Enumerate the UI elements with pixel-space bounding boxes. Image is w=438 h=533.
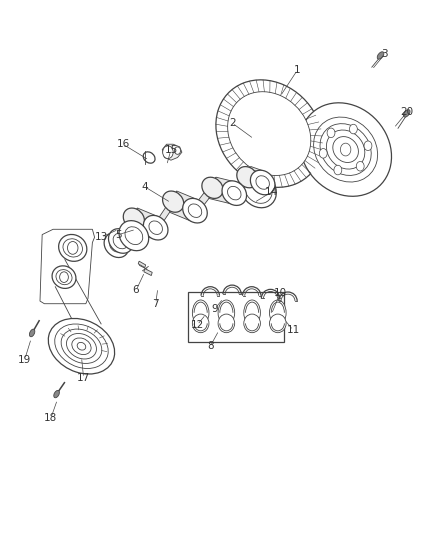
Ellipse shape xyxy=(162,191,184,212)
Text: 15: 15 xyxy=(164,144,177,155)
Polygon shape xyxy=(244,166,266,193)
Ellipse shape xyxy=(113,233,128,249)
Text: 1: 1 xyxy=(294,65,301,75)
Ellipse shape xyxy=(52,266,76,288)
Ellipse shape xyxy=(403,110,410,117)
Ellipse shape xyxy=(228,92,311,175)
Ellipse shape xyxy=(109,229,133,253)
Circle shape xyxy=(60,272,68,282)
Ellipse shape xyxy=(77,342,86,350)
Text: 5: 5 xyxy=(115,230,122,240)
Ellipse shape xyxy=(218,300,235,326)
Ellipse shape xyxy=(202,177,223,198)
Ellipse shape xyxy=(104,233,129,257)
Polygon shape xyxy=(40,229,95,304)
Ellipse shape xyxy=(251,170,275,195)
Ellipse shape xyxy=(300,103,392,196)
Ellipse shape xyxy=(218,314,235,333)
Circle shape xyxy=(319,149,327,158)
Text: 4: 4 xyxy=(141,182,148,192)
Text: 8: 8 xyxy=(207,341,214,351)
Polygon shape xyxy=(138,261,146,268)
Polygon shape xyxy=(162,144,182,160)
Text: 17: 17 xyxy=(77,373,90,383)
Ellipse shape xyxy=(244,300,260,326)
Ellipse shape xyxy=(48,318,115,374)
Polygon shape xyxy=(144,269,152,276)
Text: 20: 20 xyxy=(400,107,413,117)
Text: 10: 10 xyxy=(274,288,287,298)
Ellipse shape xyxy=(29,329,35,337)
Ellipse shape xyxy=(333,136,358,163)
Circle shape xyxy=(340,143,351,156)
Polygon shape xyxy=(152,191,177,238)
Text: 9: 9 xyxy=(211,304,218,314)
Polygon shape xyxy=(231,166,251,204)
Ellipse shape xyxy=(125,227,143,245)
Ellipse shape xyxy=(183,198,207,223)
Circle shape xyxy=(162,146,173,159)
Text: 7: 7 xyxy=(152,298,159,309)
Ellipse shape xyxy=(143,152,155,163)
Text: 14: 14 xyxy=(265,187,278,197)
Ellipse shape xyxy=(237,167,258,188)
Circle shape xyxy=(350,124,357,134)
Polygon shape xyxy=(188,292,285,342)
Ellipse shape xyxy=(377,52,384,59)
Ellipse shape xyxy=(59,235,87,261)
Ellipse shape xyxy=(192,300,209,326)
Ellipse shape xyxy=(240,171,276,208)
Ellipse shape xyxy=(192,314,209,333)
Circle shape xyxy=(334,165,342,175)
Polygon shape xyxy=(191,177,216,221)
Text: 12: 12 xyxy=(191,320,204,330)
Text: 6: 6 xyxy=(133,286,139,295)
Ellipse shape xyxy=(67,334,96,359)
Polygon shape xyxy=(131,208,159,238)
Polygon shape xyxy=(209,177,238,204)
Text: 16: 16 xyxy=(117,139,130,149)
Ellipse shape xyxy=(244,314,260,333)
Circle shape xyxy=(327,128,335,138)
Ellipse shape xyxy=(119,221,149,251)
Text: 11: 11 xyxy=(286,325,300,335)
Ellipse shape xyxy=(269,314,286,333)
Ellipse shape xyxy=(54,390,60,398)
Text: 3: 3 xyxy=(381,49,388,59)
Ellipse shape xyxy=(269,300,286,326)
Text: 19: 19 xyxy=(18,354,32,365)
Circle shape xyxy=(364,141,372,150)
Ellipse shape xyxy=(123,208,145,229)
Ellipse shape xyxy=(216,80,322,187)
Polygon shape xyxy=(170,191,198,221)
Circle shape xyxy=(174,147,180,155)
Circle shape xyxy=(356,161,364,171)
Text: 13: 13 xyxy=(95,232,108,243)
Ellipse shape xyxy=(222,181,247,205)
Circle shape xyxy=(67,241,78,254)
Polygon shape xyxy=(113,208,138,256)
Ellipse shape xyxy=(143,215,168,240)
Text: 2: 2 xyxy=(229,118,235,128)
Text: 18: 18 xyxy=(44,413,57,423)
